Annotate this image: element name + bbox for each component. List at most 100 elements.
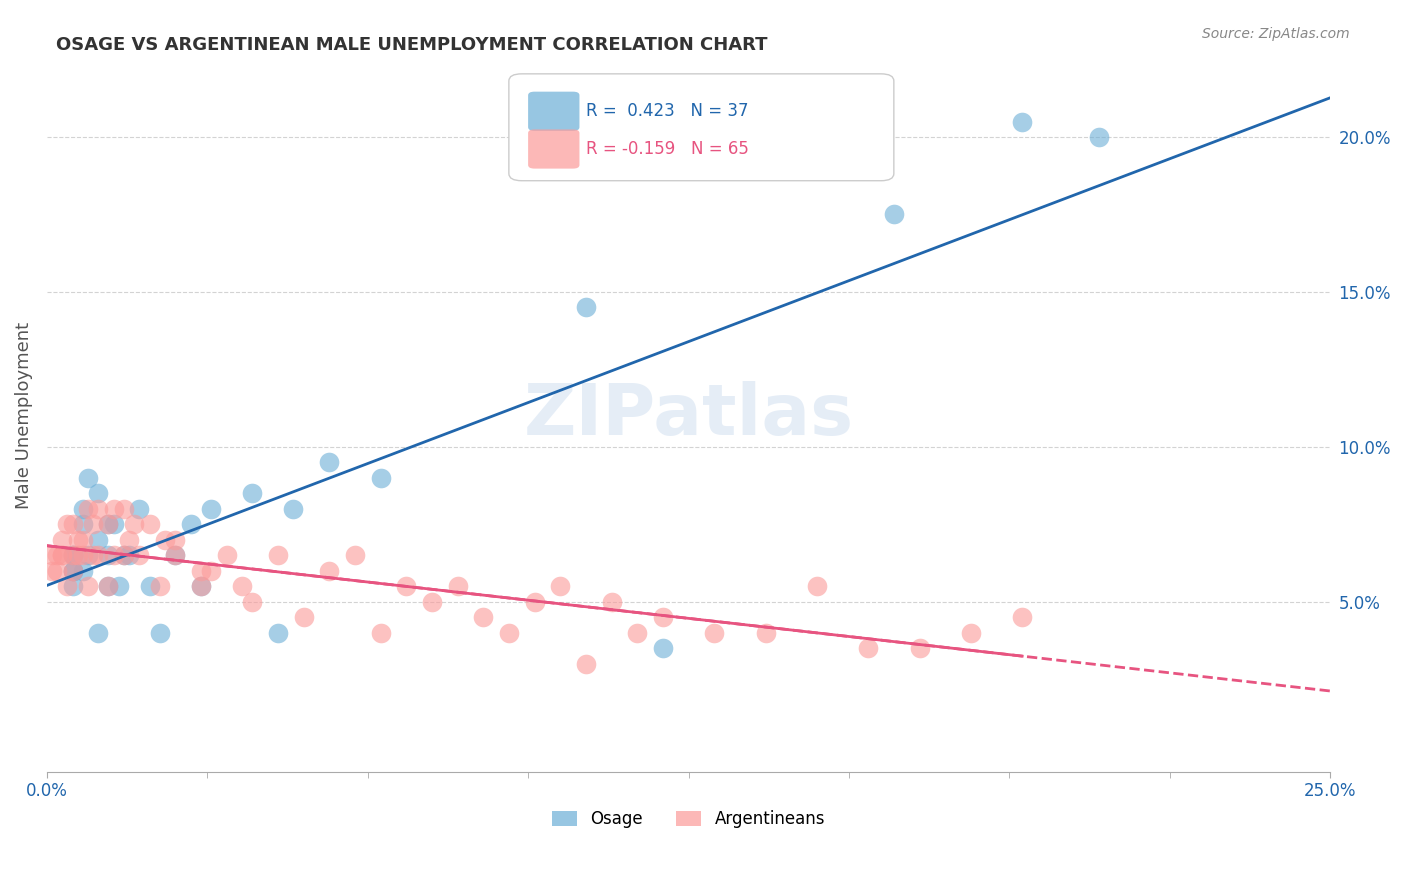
Argentineans xyxy=(165,533,187,547)
Osage xyxy=(62,548,84,562)
Argentineans xyxy=(138,517,160,532)
Argentineans xyxy=(72,548,94,562)
Argentineans xyxy=(231,579,253,593)
Argentineans xyxy=(446,579,468,593)
FancyBboxPatch shape xyxy=(509,74,894,181)
Argentineans xyxy=(908,641,931,656)
Argentineans xyxy=(77,501,100,516)
Argentineans xyxy=(77,579,100,593)
Osage xyxy=(72,564,94,578)
Argentineans xyxy=(122,517,145,532)
Argentineans xyxy=(523,595,546,609)
Argentineans xyxy=(41,564,63,578)
Osage xyxy=(72,517,94,532)
Argentineans xyxy=(575,657,598,671)
Argentineans xyxy=(62,548,84,562)
Osage xyxy=(267,625,290,640)
Osage xyxy=(370,471,392,485)
Osage xyxy=(180,517,202,532)
Osage xyxy=(165,548,187,562)
Osage xyxy=(87,625,110,640)
Argentineans xyxy=(62,517,84,532)
Argentineans xyxy=(395,579,418,593)
Argentineans xyxy=(153,533,176,547)
Osage xyxy=(87,486,110,500)
Argentineans xyxy=(420,595,443,609)
Osage xyxy=(240,486,263,500)
Argentineans xyxy=(240,595,263,609)
Argentineans xyxy=(498,625,520,640)
Legend: Osage, Argentineans: Osage, Argentineans xyxy=(546,804,832,835)
Osage xyxy=(112,548,135,562)
Osage xyxy=(72,501,94,516)
Argentineans xyxy=(128,548,150,562)
Argentineans xyxy=(87,548,110,562)
Argentineans xyxy=(343,548,366,562)
Argentineans xyxy=(318,564,340,578)
Argentineans xyxy=(103,548,125,562)
Argentineans xyxy=(51,548,73,562)
Argentineans xyxy=(112,548,135,562)
Argentineans xyxy=(82,517,104,532)
Argentineans xyxy=(97,517,120,532)
Osage xyxy=(138,579,160,593)
Argentineans xyxy=(165,548,187,562)
Osage xyxy=(87,533,110,547)
Text: OSAGE VS ARGENTINEAN MALE UNEMPLOYMENT CORRELATION CHART: OSAGE VS ARGENTINEAN MALE UNEMPLOYMENT C… xyxy=(56,36,768,54)
Osage xyxy=(200,501,222,516)
Argentineans xyxy=(66,548,89,562)
Argentineans xyxy=(651,610,673,624)
Osage xyxy=(190,579,212,593)
Argentineans xyxy=(267,548,290,562)
Osage xyxy=(62,564,84,578)
Argentineans xyxy=(103,501,125,516)
Osage xyxy=(62,548,84,562)
Osage xyxy=(651,641,673,656)
FancyBboxPatch shape xyxy=(529,92,579,131)
Argentineans xyxy=(72,533,94,547)
Osage xyxy=(883,207,905,221)
Argentineans xyxy=(960,625,983,640)
Argentineans xyxy=(200,564,222,578)
Argentineans xyxy=(472,610,495,624)
Argentineans xyxy=(56,517,79,532)
Osage xyxy=(1011,114,1033,128)
Argentineans xyxy=(41,548,63,562)
Osage xyxy=(62,564,84,578)
Argentineans xyxy=(292,610,315,624)
FancyBboxPatch shape xyxy=(529,129,579,169)
Argentineans xyxy=(46,548,69,562)
Osage xyxy=(128,501,150,516)
Osage xyxy=(77,548,100,562)
Argentineans xyxy=(1011,610,1033,624)
Text: R = -0.159   N = 65: R = -0.159 N = 65 xyxy=(586,140,749,158)
Argentineans xyxy=(46,564,69,578)
Argentineans xyxy=(548,579,571,593)
Argentineans xyxy=(856,641,879,656)
Osage xyxy=(575,301,598,315)
Osage xyxy=(62,579,84,593)
Argentineans xyxy=(190,564,212,578)
Argentineans xyxy=(626,625,648,640)
Argentineans xyxy=(112,501,135,516)
Argentineans xyxy=(56,579,79,593)
Argentineans xyxy=(82,548,104,562)
Osage xyxy=(107,579,129,593)
Osage xyxy=(1088,130,1111,145)
Text: Source: ZipAtlas.com: Source: ZipAtlas.com xyxy=(1202,27,1350,41)
Argentineans xyxy=(190,579,212,593)
Osage xyxy=(97,579,120,593)
Argentineans xyxy=(806,579,828,593)
Argentineans xyxy=(51,533,73,547)
Osage xyxy=(97,548,120,562)
Osage xyxy=(149,625,172,640)
Argentineans xyxy=(703,625,725,640)
Argentineans xyxy=(97,579,120,593)
Argentineans xyxy=(149,579,172,593)
Text: ZIPatlas: ZIPatlas xyxy=(523,381,853,450)
Osage xyxy=(103,517,125,532)
Argentineans xyxy=(215,548,238,562)
Argentineans xyxy=(600,595,623,609)
Osage xyxy=(77,471,100,485)
Osage xyxy=(97,517,120,532)
